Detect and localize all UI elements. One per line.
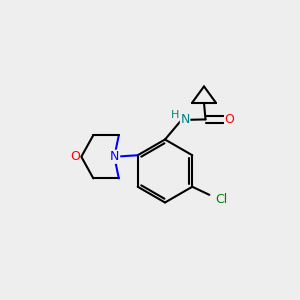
Text: N: N (110, 150, 120, 163)
Text: O: O (225, 113, 234, 126)
Text: H: H (171, 110, 179, 120)
Text: N: N (180, 113, 190, 126)
Text: O: O (70, 150, 80, 163)
Text: Cl: Cl (215, 193, 227, 206)
